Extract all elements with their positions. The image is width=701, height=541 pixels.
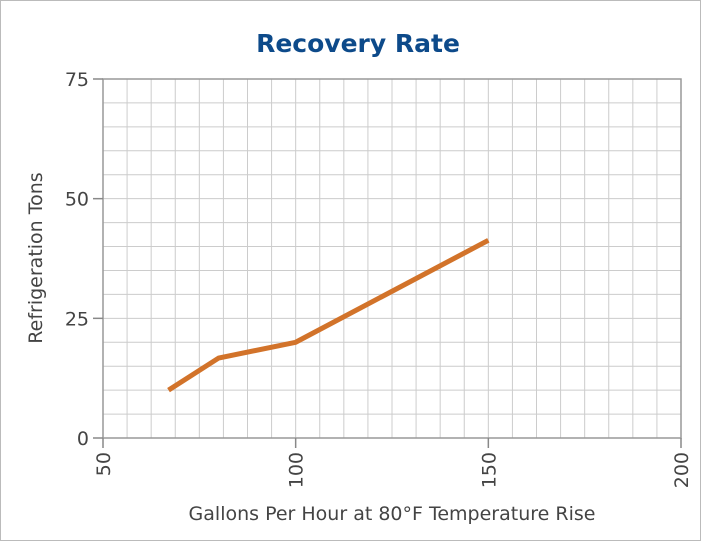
x-axis-label: Gallons Per Hour at 80°F Temperature Ris… xyxy=(189,503,596,525)
y-tick-label: 25 xyxy=(65,308,89,330)
x-tick-label: 150 xyxy=(478,452,500,488)
x-tick-label: 100 xyxy=(286,452,308,488)
data-line xyxy=(167,238,490,393)
y-axis-label: Refrigeration Tons xyxy=(25,172,47,343)
plot-border xyxy=(102,78,682,439)
x-tick-label: 200 xyxy=(671,452,693,488)
x-tick-label: 50 xyxy=(93,452,115,476)
y-tick-label: 50 xyxy=(65,189,89,211)
y-tick-label: 75 xyxy=(65,69,89,91)
y-tick-label: 0 xyxy=(77,428,89,450)
chart-title: Recovery Rate xyxy=(256,29,460,58)
